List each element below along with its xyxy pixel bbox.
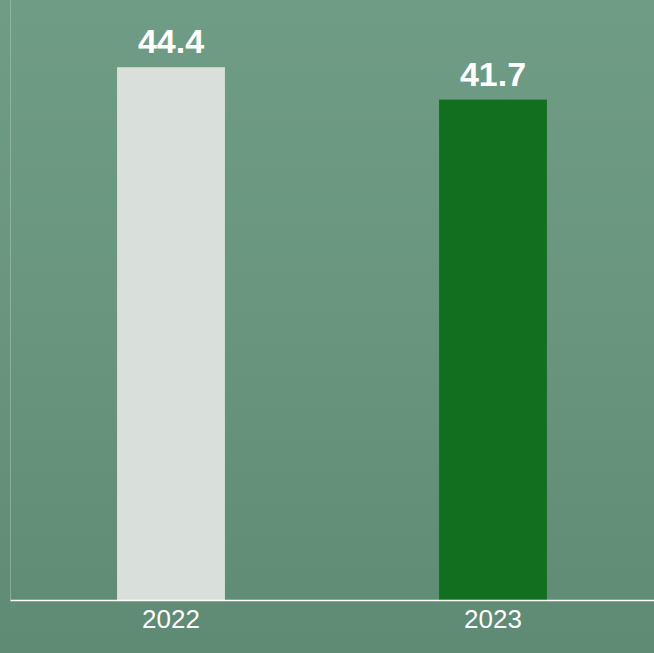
y-axis-line bbox=[10, 1, 11, 601]
x-tick: 2022 bbox=[142, 600, 200, 634]
bars bbox=[117, 67, 547, 600]
data-label: 41.7 bbox=[460, 55, 526, 93]
bar bbox=[117, 67, 225, 600]
y-axis bbox=[10, 1, 11, 601]
x-tick: 2023 bbox=[464, 600, 522, 634]
x-axis: 2022 2023 bbox=[11, 600, 654, 634]
x-axis-line bbox=[11, 600, 654, 602]
x-tick-label: 2023 bbox=[464, 604, 522, 634]
chart: 2022 2023 44.4 41.7 bbox=[0, 0, 654, 653]
data-label: 44.4 bbox=[138, 22, 204, 60]
plot: 2022 2023 44.4 41.7 bbox=[11, 1, 654, 635]
bar bbox=[439, 100, 547, 600]
x-tick-label: 2022 bbox=[142, 604, 200, 634]
data-labels: 44.4 41.7 bbox=[138, 22, 526, 92]
